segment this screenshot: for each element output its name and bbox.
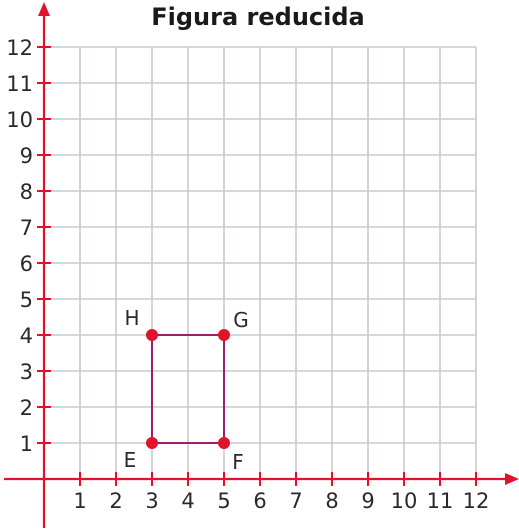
y-tick-label: 7: [20, 216, 33, 240]
x-tick-label: 2: [109, 489, 122, 513]
x-tick-label: 10: [391, 489, 418, 513]
y-tick-label: 6: [20, 252, 33, 276]
x-tick-label: 3: [145, 489, 158, 513]
y-tick-label: 10: [6, 108, 33, 132]
vertex-point-h: [146, 329, 158, 341]
vertex-point-e: [146, 437, 158, 449]
y-tick-label: 4: [20, 324, 33, 348]
y-tick-label: 5: [20, 288, 33, 312]
vertex-label-e: E: [124, 448, 137, 472]
y-tick-label: 11: [6, 72, 33, 96]
x-tick-label: 6: [253, 489, 266, 513]
x-tick-label: 4: [181, 489, 194, 513]
axes: [4, 2, 519, 528]
x-tick-label: 8: [325, 489, 338, 513]
x-tick-label: 11: [427, 489, 454, 513]
y-tick-label: 1: [20, 432, 33, 456]
y-axis-arrow: [38, 2, 50, 16]
x-tick-label: 5: [217, 489, 230, 513]
y-tick-label: 12: [6, 36, 33, 60]
x-tick-label: 12: [463, 489, 490, 513]
vertex-label-g: G: [233, 308, 249, 332]
vertices: E F G H: [124, 306, 249, 474]
x-tick-label: 9: [361, 489, 374, 513]
grid: [44, 46, 477, 479]
x-axis-ticks: 1 2 3 4 5 6 7 8 9 10 11 12: [73, 472, 489, 513]
vertex-label-f: F: [232, 450, 244, 474]
vertex-point-g: [218, 329, 230, 341]
y-tick-label: 3: [20, 360, 33, 384]
vertex-point-f: [218, 437, 230, 449]
y-tick-label: 2: [20, 396, 33, 420]
y-tick-label: 9: [20, 144, 33, 168]
y-tick-label: 8: [20, 180, 33, 204]
vertex-label-h: H: [124, 306, 139, 330]
x-tick-label: 7: [289, 489, 302, 513]
x-tick-label: 1: [73, 489, 86, 513]
diagram-title: Figura reducida: [151, 3, 364, 31]
x-axis-arrow: [505, 473, 519, 485]
